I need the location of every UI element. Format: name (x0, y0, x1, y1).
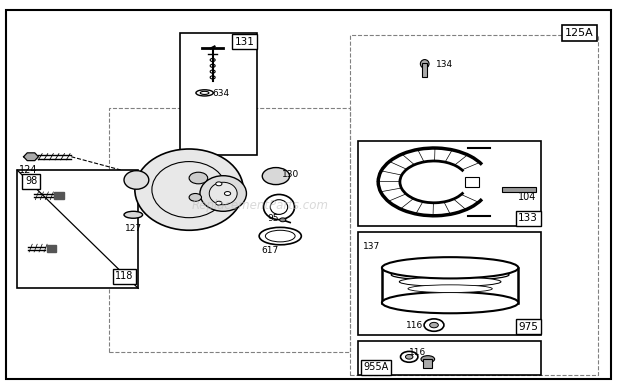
Bar (358, 341, 541, 375)
Text: 137: 137 (363, 242, 381, 251)
Ellipse shape (391, 269, 509, 280)
Bar (422, 63, 427, 77)
Ellipse shape (408, 285, 492, 293)
Circle shape (280, 218, 286, 222)
Ellipse shape (270, 200, 288, 214)
Text: 134: 134 (436, 60, 453, 69)
Bar (46, 245, 56, 252)
Text: 975: 975 (518, 322, 538, 332)
Ellipse shape (124, 171, 149, 189)
Bar (502, 187, 536, 192)
Text: 131: 131 (234, 37, 254, 47)
Polygon shape (24, 153, 38, 161)
Ellipse shape (265, 230, 295, 242)
Text: ReplacementParts.com: ReplacementParts.com (192, 199, 329, 212)
Bar (465, 177, 479, 187)
Bar (54, 192, 64, 199)
Bar (350, 35, 598, 375)
Ellipse shape (421, 356, 435, 363)
Text: 124: 124 (19, 165, 37, 175)
Text: 116: 116 (405, 320, 423, 330)
Ellipse shape (420, 60, 429, 68)
Ellipse shape (382, 292, 518, 313)
Circle shape (224, 192, 231, 195)
Circle shape (216, 182, 222, 186)
Bar (423, 359, 432, 368)
Bar (108, 108, 350, 352)
Circle shape (189, 194, 202, 201)
Ellipse shape (399, 277, 501, 286)
Text: 955A: 955A (363, 362, 389, 372)
Text: 116: 116 (409, 348, 427, 357)
Ellipse shape (135, 149, 243, 230)
Circle shape (189, 172, 208, 184)
Bar (17, 170, 138, 288)
Circle shape (262, 168, 290, 185)
Text: 634: 634 (213, 89, 230, 98)
Bar (358, 141, 541, 226)
Text: 130: 130 (282, 170, 299, 180)
Circle shape (430, 322, 438, 328)
Text: 118: 118 (115, 271, 134, 281)
Circle shape (216, 201, 222, 205)
Bar (358, 232, 541, 335)
Ellipse shape (210, 182, 237, 205)
Text: 95: 95 (268, 214, 280, 223)
Text: 98: 98 (25, 176, 37, 186)
Text: 617: 617 (261, 246, 278, 255)
Text: 125A: 125A (565, 28, 594, 38)
Text: 127: 127 (125, 224, 142, 233)
Circle shape (405, 354, 413, 359)
Text: 104: 104 (518, 192, 536, 202)
Ellipse shape (382, 257, 518, 279)
Bar (180, 33, 257, 155)
Ellipse shape (124, 211, 143, 218)
Ellipse shape (382, 261, 518, 274)
Text: 133: 133 (518, 213, 538, 223)
Ellipse shape (200, 176, 246, 211)
